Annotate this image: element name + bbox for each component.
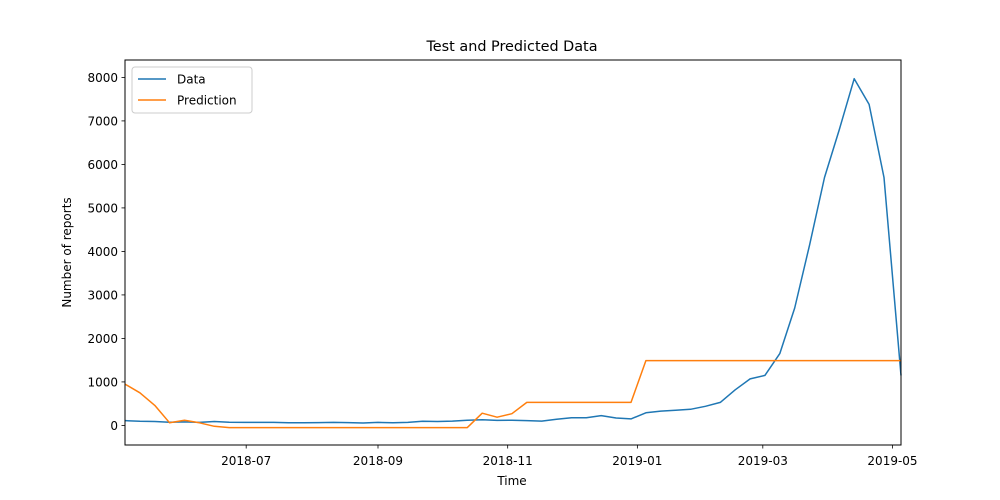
y-tick-label: 5000	[87, 201, 118, 215]
x-tick-label: 2019-05	[867, 454, 917, 468]
y-tick-label: 7000	[87, 114, 118, 128]
y-tick-label: 3000	[87, 288, 118, 302]
x-tick-label: 2018-11	[483, 454, 533, 468]
plot-frame	[124, 59, 902, 446]
x-tick-label: 2019-01	[612, 454, 662, 468]
y-tick-label: 0	[110, 419, 118, 433]
series-1-line	[124, 359, 901, 429]
y-tick-label: 8000	[87, 71, 118, 85]
y-axis-label: Number of reports	[60, 197, 74, 307]
legend: Data Prediction	[131, 66, 253, 114]
legend-label: Prediction	[177, 94, 237, 108]
x-axis-label: Time	[496, 474, 526, 488]
x-tick-label: 2018-09	[353, 454, 403, 468]
x-tick-label: 2019-03	[738, 454, 788, 468]
y-tick-label: 1000	[87, 375, 118, 389]
x-tick-label: 2018-07	[221, 454, 271, 468]
y-axis: 0 1000 2000 3000 4000 5000 6000 7000 8000	[87, 71, 125, 433]
series-layer	[124, 77, 902, 429]
x-axis: 2018-07 2018-09 2018-11 2019-01 2019-03 2019-…	[221, 445, 918, 468]
chart-title: Test and Predicted Data	[425, 39, 597, 55]
series-0-line	[124, 77, 902, 424]
y-tick-label: 2000	[87, 332, 118, 346]
legend-label: Data	[177, 73, 206, 87]
y-tick-label: 6000	[87, 158, 118, 172]
y-tick-label: 4000	[87, 245, 118, 259]
